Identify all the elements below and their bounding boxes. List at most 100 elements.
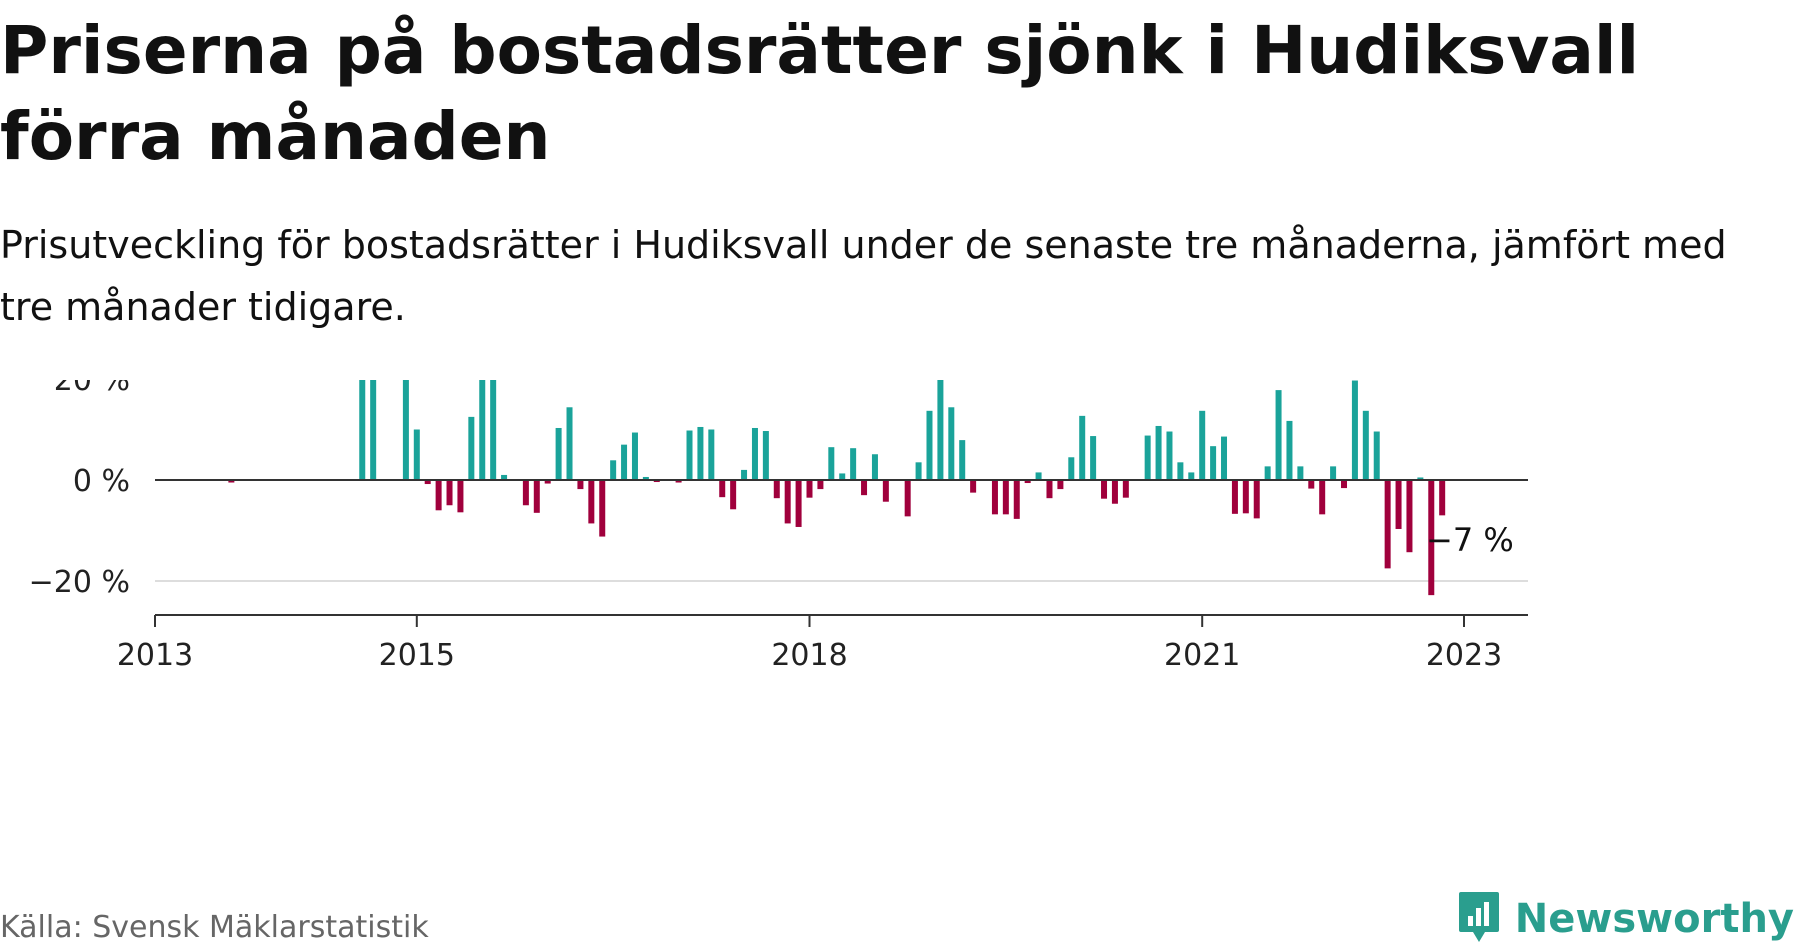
bar xyxy=(730,480,737,510)
bar xyxy=(795,480,802,527)
bar xyxy=(1199,410,1206,480)
bar xyxy=(479,380,486,480)
bar xyxy=(1242,480,1249,514)
bar xyxy=(817,480,824,490)
bar xyxy=(697,426,704,480)
bar xyxy=(1319,480,1326,515)
bar xyxy=(1057,480,1064,490)
bar xyxy=(1275,390,1282,480)
bar xyxy=(937,380,944,480)
y-tick-label: −20 % xyxy=(29,565,130,600)
bar xyxy=(555,427,562,480)
bar xyxy=(948,407,955,480)
bar xyxy=(784,480,791,524)
bar xyxy=(359,380,366,480)
gridlines xyxy=(155,580,1528,582)
bar xyxy=(762,431,769,480)
bar xyxy=(882,480,889,502)
bar xyxy=(642,476,649,480)
bar xyxy=(1122,480,1129,498)
bar xyxy=(228,480,235,483)
bar xyxy=(610,460,617,480)
bar xyxy=(970,480,977,493)
x-tick-label: 2018 xyxy=(771,638,847,673)
bar xyxy=(1439,480,1446,516)
bar xyxy=(839,473,846,480)
source-note: Källa: Svensk Mäklarstatistik xyxy=(0,910,429,945)
bar xyxy=(446,480,453,506)
bar xyxy=(686,430,693,480)
page-subtitle: Prisutveckling för bostadsrätter i Hudik… xyxy=(0,223,1727,329)
bar xyxy=(1341,480,1348,489)
bar xyxy=(599,480,606,537)
y-tick-label: 0 % xyxy=(73,464,130,499)
bar xyxy=(1111,480,1118,504)
bar xyxy=(1395,480,1402,529)
bar xyxy=(1330,466,1337,480)
bar xyxy=(566,407,573,480)
bar xyxy=(1384,480,1391,569)
bar xyxy=(1308,480,1315,489)
brand-name: Newsworthy xyxy=(1514,896,1794,942)
bar xyxy=(1188,472,1195,480)
bar xyxy=(1166,431,1173,480)
bar xyxy=(544,480,551,484)
bar xyxy=(1090,436,1097,480)
x-tick-label: 2013 xyxy=(117,638,193,673)
bar xyxy=(1231,480,1238,514)
bar xyxy=(621,444,628,480)
bar xyxy=(741,469,748,480)
bar xyxy=(1177,462,1184,480)
bars xyxy=(228,380,1446,596)
bar xyxy=(861,480,868,496)
y-axis-ticks: −20 % 0 % 20 % xyxy=(29,380,130,600)
bar xyxy=(675,480,682,483)
bar xyxy=(1024,480,1031,484)
brand: Newsworthy xyxy=(1457,890,1794,948)
bar xyxy=(370,380,377,480)
bar xyxy=(1264,466,1271,480)
bar xyxy=(468,416,475,480)
bar xyxy=(1101,480,1108,499)
bar xyxy=(871,454,878,480)
bar xyxy=(1155,425,1162,480)
bar xyxy=(522,480,529,506)
bar xyxy=(1035,472,1042,480)
x-tick-label: 2021 xyxy=(1164,638,1240,673)
bar xyxy=(1362,410,1369,480)
bar xyxy=(926,410,933,480)
bar xyxy=(751,427,758,480)
bar xyxy=(1079,415,1086,480)
bar xyxy=(708,429,715,480)
bar xyxy=(631,432,638,480)
page-title: Priserna på bostadsrätter sjönk i Hudiks… xyxy=(0,12,1640,175)
bar xyxy=(1221,436,1228,480)
bar xyxy=(653,480,660,483)
bar xyxy=(773,480,780,499)
bar xyxy=(435,480,442,511)
bar xyxy=(806,480,813,498)
bar xyxy=(850,448,857,480)
bar xyxy=(828,447,835,480)
bar xyxy=(904,480,911,517)
bar xyxy=(402,380,409,480)
x-axis-ticks: 2013 2015 2018 2021 2023 xyxy=(117,615,1502,673)
bar xyxy=(413,429,420,480)
bar xyxy=(719,480,726,498)
bar xyxy=(1046,480,1053,499)
bar xyxy=(1210,446,1217,480)
bar xyxy=(533,480,540,513)
bar xyxy=(501,474,508,480)
bar xyxy=(1428,480,1435,596)
bar xyxy=(1297,466,1304,480)
x-tick-label: 2015 xyxy=(379,638,455,673)
bar xyxy=(1406,480,1413,553)
bar xyxy=(1002,480,1009,515)
bar xyxy=(1351,380,1358,480)
x-tick-label: 2023 xyxy=(1426,638,1502,673)
newsworthy-logo-icon xyxy=(1457,890,1501,948)
bar xyxy=(577,480,584,490)
bar-chart: −20 % 0 % 20 % 2013 2015 2018 2021 2023 −7 % xyxy=(29,380,1528,673)
y-tick-label: 20 % xyxy=(54,380,130,398)
bar xyxy=(588,480,595,524)
